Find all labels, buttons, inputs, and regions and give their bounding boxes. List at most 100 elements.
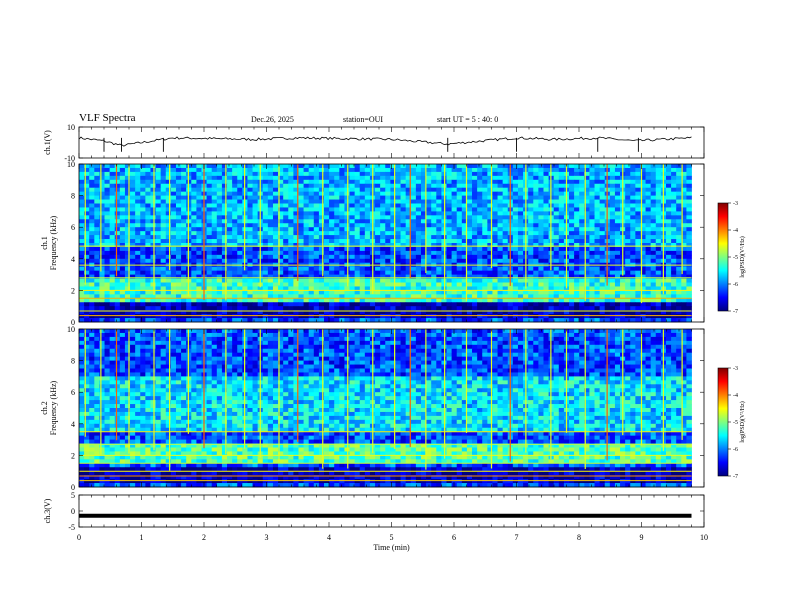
heatmap-cell — [665, 235, 672, 240]
heatmap-cell — [380, 314, 386, 319]
heatmap-cell — [375, 223, 381, 228]
heatmap-cell — [466, 246, 473, 252]
heatmap-cell — [395, 203, 401, 208]
heatmap-cell — [303, 207, 310, 212]
heatmap-cell — [313, 254, 320, 260]
heatmap-cell — [79, 183, 85, 189]
heatmap-cell — [625, 187, 631, 193]
heatmap-cell — [196, 191, 202, 196]
heatmap-cell — [461, 270, 468, 275]
heatmap-cell — [84, 310, 90, 315]
heatmap-cell — [354, 175, 361, 181]
heatmap-cell — [589, 250, 595, 256]
heatmap-cell — [492, 215, 498, 220]
heatmap-cell — [293, 231, 299, 236]
heatmap-cell — [390, 286, 396, 291]
heatmap-cell — [165, 219, 172, 224]
heatmap-cell — [160, 171, 167, 177]
heatmap-cell — [79, 215, 85, 220]
heatmap-cell — [405, 318, 412, 323]
heatmap-cell — [135, 187, 141, 193]
heatmap-cell — [553, 231, 560, 236]
heatmap-cell — [150, 282, 156, 287]
heatmap-cell — [140, 195, 146, 200]
heatmap-cell — [507, 298, 514, 303]
heatmap-cell — [278, 250, 284, 256]
heatmap-cell — [359, 191, 366, 196]
heatmap-cell — [354, 282, 361, 287]
heatmap-cell — [599, 274, 606, 279]
heatmap-cell — [170, 302, 177, 307]
heatmap-cell — [533, 282, 539, 287]
heatmap-cell — [528, 318, 534, 323]
heatmap-cell — [625, 211, 631, 216]
heatmap-cell — [482, 167, 488, 173]
heatmap-cell — [339, 274, 345, 279]
heatmap-cell — [329, 258, 335, 264]
heatmap-cell — [671, 298, 677, 303]
heatmap-cell — [114, 235, 121, 240]
heatmap-cell — [492, 191, 498, 196]
heatmap-cell — [206, 302, 213, 307]
heatmap-cell — [232, 254, 238, 260]
heatmap-cell — [334, 175, 340, 181]
heatmap-cell — [645, 183, 652, 189]
heatmap-cell — [512, 203, 519, 208]
heatmap-cell — [247, 239, 253, 244]
heatmap-cell — [594, 270, 601, 275]
heatmap-cell — [395, 215, 401, 220]
heatmap-cell — [313, 282, 320, 287]
heatmap-cell — [318, 187, 325, 193]
heatmap-cell — [538, 250, 544, 256]
heatmap-cell — [502, 258, 509, 264]
heatmap-cell — [426, 199, 432, 204]
heatmap-cell — [400, 164, 407, 169]
heatmap-cell — [390, 223, 396, 228]
heatmap-cell — [395, 243, 401, 248]
heatmap-cell — [303, 227, 310, 232]
heatmap-cell — [492, 258, 498, 264]
heatmap-cell — [655, 235, 662, 240]
heatmap-cell — [339, 302, 345, 307]
heatmap-cell — [482, 310, 488, 315]
heatmap-cell — [676, 278, 682, 283]
heatmap-cell — [170, 175, 177, 181]
heatmap-cell — [431, 211, 437, 216]
heatmap-cell — [426, 175, 432, 181]
heatmap-cell — [181, 215, 187, 220]
heatmap-cell — [625, 246, 631, 252]
heatmap-cell — [211, 278, 218, 283]
heatmap-cell — [89, 167, 95, 173]
heatmap-cell — [130, 310, 136, 315]
heatmap-cell — [538, 211, 544, 216]
heatmap-cell — [252, 227, 259, 232]
heatmap-cell — [599, 164, 606, 169]
heatmap-cell — [293, 266, 299, 272]
heatmap-cell — [89, 239, 95, 244]
heatmap-cell — [676, 274, 682, 279]
heatmap-cell — [329, 250, 335, 256]
heatmap-cell — [349, 298, 356, 303]
heatmap-cell — [181, 175, 187, 181]
heatmap-cell — [181, 187, 187, 193]
heatmap-cell — [211, 191, 218, 196]
heatmap-cell — [298, 179, 304, 185]
heatmap-cell — [334, 246, 340, 252]
heatmap-cell — [528, 235, 534, 240]
heatmap-cell — [272, 239, 279, 244]
heatmap-cell — [181, 183, 187, 189]
heatmap-cell — [308, 302, 315, 307]
heatmap-cell — [558, 254, 565, 260]
heatmap-cell — [232, 239, 238, 244]
heatmap-cell — [584, 243, 590, 248]
heatmap-cell — [395, 274, 401, 279]
heatmap-cell — [364, 290, 371, 295]
heatmap-cell — [237, 298, 243, 303]
heatmap-cell — [272, 167, 279, 173]
heatmap-cell — [533, 227, 539, 232]
heatmap-cell — [609, 235, 616, 240]
heatmap-cell — [574, 195, 580, 200]
heatmap-cell — [114, 175, 121, 181]
heatmap-cell — [579, 223, 585, 228]
heatmap-cell — [599, 171, 606, 177]
